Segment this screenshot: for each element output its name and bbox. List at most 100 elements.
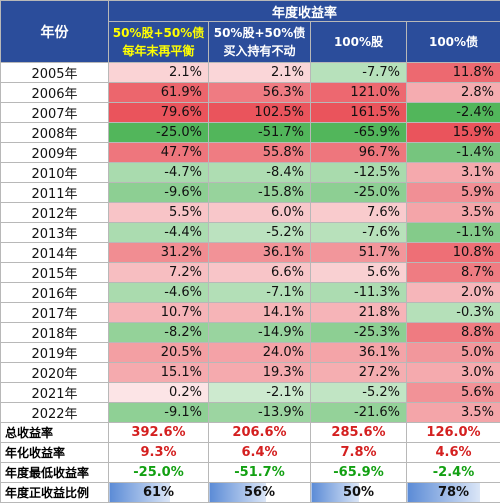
- summary-label: 年度最低收益率: [1, 463, 109, 483]
- year-column-header: 年份: [1, 1, 109, 63]
- return-cell: 27.2%: [311, 363, 407, 383]
- return-cell: 10.8%: [407, 243, 500, 263]
- year-cell: 2020年: [1, 363, 109, 383]
- return-cell: -9.6%: [109, 183, 209, 203]
- return-cell: 5.6%: [311, 263, 407, 283]
- year-cell: 2015年: [1, 263, 109, 283]
- return-cell: -4.7%: [109, 163, 209, 183]
- return-cell: 121.0%: [311, 83, 407, 103]
- return-cell: -8.2%: [109, 323, 209, 343]
- return-cell: -7.1%: [209, 283, 311, 303]
- return-cell: 2.0%: [407, 283, 500, 303]
- return-cell: 3.1%: [407, 163, 500, 183]
- return-cell: -5.2%: [209, 223, 311, 243]
- table-row: 2013年-4.4%-5.2%-7.6%-1.1%: [1, 223, 500, 243]
- return-cell: 11.8%: [407, 63, 500, 83]
- return-cell: 0.2%: [109, 383, 209, 403]
- return-cell: 10.7%: [109, 303, 209, 323]
- summary-value: 9.3%: [109, 443, 209, 463]
- year-cell: 2008年: [1, 123, 109, 143]
- summary-value: 7.8%: [311, 443, 407, 463]
- return-cell: 24.0%: [209, 343, 311, 363]
- summary-value: -25.0%: [109, 463, 209, 483]
- return-cell: 20.5%: [109, 343, 209, 363]
- summary-label: 总收益率: [1, 423, 109, 443]
- year-cell: 2007年: [1, 103, 109, 123]
- return-cell: -1.1%: [407, 223, 500, 243]
- year-cell: 2005年: [1, 63, 109, 83]
- return-cell: 47.7%: [109, 143, 209, 163]
- year-cell: 2012年: [1, 203, 109, 223]
- return-cell: -9.1%: [109, 403, 209, 423]
- table-row: 2022年-9.1%-13.9%-21.6%3.5%: [1, 403, 500, 423]
- table-row: 2008年-25.0%-51.7%-65.9%15.9%: [1, 123, 500, 143]
- return-cell: -11.3%: [311, 283, 407, 303]
- table-row: 2016年-4.6%-7.1%-11.3%2.0%: [1, 283, 500, 303]
- return-cell: 161.5%: [311, 103, 407, 123]
- return-cell: 51.7%: [311, 243, 407, 263]
- return-cell: 5.5%: [109, 203, 209, 223]
- return-cell: -0.3%: [407, 303, 500, 323]
- return-cell: 19.3%: [209, 363, 311, 383]
- table-row: 2010年-4.7%-8.4%-12.5%3.1%: [1, 163, 500, 183]
- return-cell: 36.1%: [311, 343, 407, 363]
- year-cell: 2016年: [1, 283, 109, 303]
- col-header-all-stocks: 100%股: [311, 22, 407, 63]
- year-cell: 2010年: [1, 163, 109, 183]
- year-cell: 2022年: [1, 403, 109, 423]
- summary-value: 392.6%: [109, 423, 209, 443]
- return-cell: 6.6%: [209, 263, 311, 283]
- return-cell: 15.9%: [407, 123, 500, 143]
- return-cell: -4.4%: [109, 223, 209, 243]
- return-cell: -21.6%: [311, 403, 407, 423]
- summary-value: 6.4%: [209, 443, 311, 463]
- return-cell: 2.1%: [109, 63, 209, 83]
- year-cell: 2009年: [1, 143, 109, 163]
- summary-row: 年度最低收益率-25.0%-51.7%-65.9%-2.4%: [1, 463, 500, 483]
- return-cell: -25.3%: [311, 323, 407, 343]
- return-cell: 3.5%: [407, 403, 500, 423]
- col-header-rebalance: 50%股+50%债 每年末再平衡: [109, 22, 209, 63]
- col-header-line1: 50%股+50%债: [109, 24, 208, 42]
- return-cell: -4.6%: [109, 283, 209, 303]
- col-header-line1: 100%股: [311, 33, 406, 51]
- return-cell: -7.7%: [311, 63, 407, 83]
- return-cell: 5.6%: [407, 383, 500, 403]
- col-header-line1: 50%股+50%债: [209, 24, 310, 42]
- return-cell: 96.7%: [311, 143, 407, 163]
- return-cell: -14.9%: [209, 323, 311, 343]
- return-cell: 8.8%: [407, 323, 500, 343]
- year-cell: 2017年: [1, 303, 109, 323]
- table-row: 2018年-8.2%-14.9%-25.3%8.8%: [1, 323, 500, 343]
- return-cell: 7.6%: [311, 203, 407, 223]
- return-cell: 2.8%: [407, 83, 500, 103]
- return-cell: -1.4%: [407, 143, 500, 163]
- return-cell: 5.0%: [407, 343, 500, 363]
- return-cell: -13.9%: [209, 403, 311, 423]
- col-header-line2: 买入持有不动: [209, 42, 310, 60]
- return-cell: 8.7%: [407, 263, 500, 283]
- return-cell: 55.8%: [209, 143, 311, 163]
- return-cell: -15.8%: [209, 183, 311, 203]
- return-cell: 102.5%: [209, 103, 311, 123]
- return-cell: 31.2%: [109, 243, 209, 263]
- return-cell: 79.6%: [109, 103, 209, 123]
- return-cell: -2.1%: [209, 383, 311, 403]
- year-cell: 2018年: [1, 323, 109, 343]
- return-cell: 21.8%: [311, 303, 407, 323]
- return-cell: 6.0%: [209, 203, 311, 223]
- return-cell: 14.1%: [209, 303, 311, 323]
- summary-label: 年化收益率: [1, 443, 109, 463]
- col-header-line1: 100%债: [407, 33, 500, 51]
